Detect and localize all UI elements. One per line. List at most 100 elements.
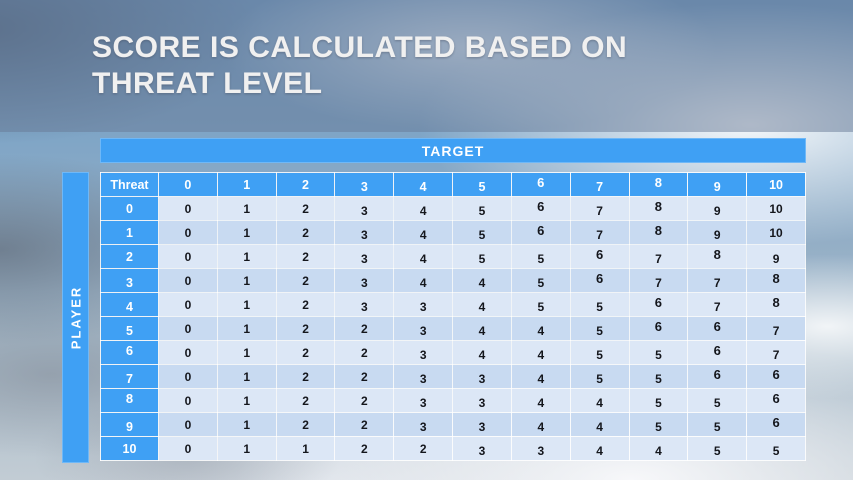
score-cell: 7 [746, 316, 806, 341]
score-cell: 4 [510, 340, 571, 365]
score-cell: 5 [687, 412, 748, 437]
score-cell: 4 [393, 220, 454, 245]
row-header-cell: 10 [100, 436, 159, 461]
score-cell: 3 [334, 268, 395, 293]
score-cell: 4 [510, 388, 571, 413]
score-cell: 4 [393, 196, 454, 221]
score-cell: 2 [393, 436, 454, 461]
score-cell: 3 [393, 364, 454, 389]
score-cell: 7 [628, 244, 689, 269]
score-cell: 3 [393, 292, 454, 317]
score-cell: 1 [275, 436, 336, 461]
score-cell: 1 [216, 364, 277, 389]
score-cell: 4 [510, 316, 571, 341]
score-cell: 0 [158, 412, 218, 437]
score-cell: 5 [510, 268, 571, 293]
score-cell: 1 [216, 412, 277, 437]
score-cell: 6 [687, 364, 748, 389]
score-cell: 4 [510, 412, 571, 437]
score-cell: 5 [452, 196, 512, 221]
score-cell: 2 [275, 340, 336, 365]
table-row: 1 0 1 2 3 4 5 6 7 8 9 10 [100, 220, 806, 245]
score-cell: 7 [687, 268, 748, 293]
corner-header-cell: Threat [100, 172, 159, 197]
table-row: 10 0 1 1 2 2 3 3 4 4 5 5 [100, 436, 806, 461]
row-header-cell: 8 [100, 388, 159, 413]
score-cell: 9 [687, 196, 748, 221]
score-cell: 1 [216, 316, 277, 341]
row-header-cell: 5 [100, 316, 159, 341]
row-header-cell: 9 [100, 412, 159, 437]
row-header-cell: 0 [100, 196, 159, 221]
score-cell: 7 [687, 292, 748, 317]
score-cell: 8 [687, 244, 748, 269]
score-cell: 2 [334, 316, 395, 341]
score-cell: 4 [569, 388, 630, 413]
score-cell: 6 [687, 340, 748, 365]
column-header-cell: 7 [569, 172, 630, 197]
score-cell: 0 [158, 340, 218, 365]
score-cell: 0 [158, 316, 218, 341]
score-cell: 1 [216, 244, 277, 269]
score-cell: 3 [334, 220, 395, 245]
score-cell: 2 [275, 388, 336, 413]
score-cell: 4 [628, 436, 689, 461]
score-cell: 7 [569, 220, 630, 245]
score-cell: 6 [569, 268, 630, 293]
score-cell: 6 [687, 316, 748, 341]
score-cell: 5 [628, 388, 689, 413]
score-cell: 4 [569, 412, 630, 437]
player-axis-header: PLAYER [62, 172, 89, 463]
score-cell: 0 [158, 436, 218, 461]
score-cell: 4 [569, 436, 630, 461]
column-header-cell: 3 [334, 172, 395, 197]
row-header-cell: 1 [100, 220, 159, 245]
column-header-cell: 0 [158, 172, 218, 197]
row-header-cell: 2 [100, 244, 159, 269]
score-cell: 5 [569, 364, 630, 389]
score-cell: 3 [334, 292, 395, 317]
column-header-cell: 8 [628, 172, 689, 197]
score-cell: 5 [510, 244, 571, 269]
column-header-cell: 6 [510, 172, 571, 197]
score-cell: 5 [628, 340, 689, 365]
slide-title: SCORE IS CALCULATED BASED ON THREAT LEVE… [92, 31, 628, 100]
score-cell: 1 [216, 340, 277, 365]
score-cell: 0 [158, 388, 218, 413]
score-cell: 0 [158, 364, 218, 389]
score-cell: 2 [275, 292, 336, 317]
title-band: SCORE IS CALCULATED BASED ON THREAT LEVE… [0, 0, 853, 132]
target-axis-header: TARGET [100, 138, 806, 163]
score-cell: 3 [393, 412, 454, 437]
score-cell: 6 [746, 388, 806, 413]
score-cell: 3 [393, 388, 454, 413]
score-cell: 2 [275, 268, 336, 293]
score-cell: 0 [158, 292, 218, 317]
score-cell: 5 [569, 292, 630, 317]
score-cell: 10 [746, 220, 806, 245]
score-cell: 0 [158, 220, 218, 245]
score-cell: 2 [334, 412, 395, 437]
table-body: 0 0 1 2 3 4 5 6 7 8 9 10 1 0 1 2 3 4 5 6 7 8 9 10 2 0 1 2 3 4 5 5 6 7 8 9 3 0… [100, 196, 806, 461]
score-cell: 2 [334, 364, 395, 389]
score-cell: 6 [746, 412, 806, 437]
score-cell: 6 [746, 364, 806, 389]
score-cell: 2 [275, 196, 336, 221]
score-cell: 1 [216, 388, 277, 413]
table-row: 0 0 1 2 3 4 5 6 7 8 9 10 [100, 196, 806, 221]
column-header-cell: 9 [687, 172, 748, 197]
score-cell: 4 [452, 292, 512, 317]
score-cell: 2 [275, 316, 336, 341]
score-cell: 1 [216, 436, 277, 461]
score-cell: 5 [569, 316, 630, 341]
score-cell: 8 [746, 268, 806, 293]
score-cell: 8 [746, 292, 806, 317]
score-cell: 5 [687, 436, 748, 461]
score-cell: 5 [628, 364, 689, 389]
score-cell: 1 [216, 268, 277, 293]
score-cell: 2 [334, 340, 395, 365]
